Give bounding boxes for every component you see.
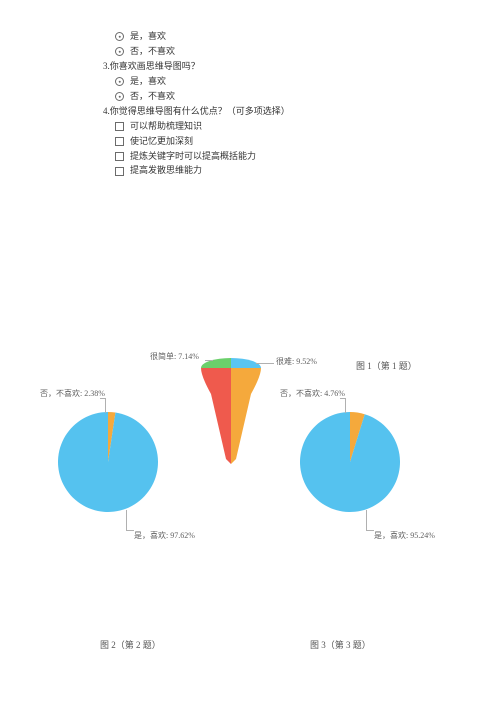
q4-option-b: 使记忆更加深刻 (115, 135, 443, 149)
q3-option-a: 是，喜欢 (115, 75, 443, 89)
q4-option-d: 提高发散思维能力 (115, 164, 443, 178)
fig1-body-left (201, 368, 231, 464)
q4-opt-d-text: 提高发散思维能力 (130, 164, 202, 178)
radio-icon (115, 92, 124, 101)
checkbox-icon (115, 152, 124, 161)
fig3-pie (300, 412, 400, 512)
q4-title: 4.你觉得思维导图有什么优点？（可多项选择） (103, 105, 443, 119)
fig1-left-annot: 很简单: 7.14% (150, 351, 199, 362)
radio-icon (115, 32, 124, 41)
radio-icon (115, 77, 124, 86)
fig2-label: 图 2（第 2 题） (100, 638, 161, 651)
checkbox-icon (115, 137, 124, 146)
q3-opt-b-text: 否，不喜欢 (130, 90, 175, 104)
q3-option-b: 否，不喜欢 (115, 90, 443, 104)
q4-opt-a-text: 可以帮助梳理知识 (130, 120, 202, 134)
fig3-bot-annot: 是，喜欢: 95.24% (374, 530, 435, 541)
q2-option-b: 否，不喜欢 (115, 45, 443, 59)
checkbox-icon (115, 122, 124, 131)
q3-title: 3.你喜欢画思维导图吗？ (103, 60, 443, 74)
fig1-chart (196, 354, 266, 474)
fig2-bot-annot: 是，喜欢: 97.62% (134, 530, 195, 541)
fig2-pie (58, 412, 158, 512)
fig1-body-right (231, 368, 261, 464)
q3-opt-a-text: 是，喜欢 (130, 75, 166, 89)
fig3-top-annot: 否，不喜欢: 4.76% (280, 388, 345, 399)
q4-opt-b-text: 使记忆更加深刻 (130, 135, 193, 149)
pie-slice-yes (300, 412, 400, 512)
q2-opt-b-text: 否，不喜欢 (130, 45, 175, 59)
pie-slice-yes (58, 412, 158, 512)
checkbox-icon (115, 167, 124, 176)
question-block: 是，喜欢 否，不喜欢 3.你喜欢画思维导图吗？ 是，喜欢 否，不喜欢 4.你觉得… (103, 30, 443, 179)
q2-opt-a-text: 是，喜欢 (130, 30, 166, 44)
q4-option-a: 可以帮助梳理知识 (115, 120, 443, 134)
radio-icon (115, 47, 124, 56)
q4-option-c: 提炼关键字时可以提高概括能力 (115, 150, 443, 164)
fig1-right-annot: 很难: 9.52% (276, 356, 317, 367)
fig2-top-annot: 否，不喜欢: 2.38% (40, 388, 105, 399)
fig1-label: 图 1（第 1 题） (356, 359, 417, 372)
q2-option-a: 是，喜欢 (115, 30, 443, 44)
fig3-label: 图 3（第 3 题） (310, 638, 371, 651)
q4-opt-c-text: 提炼关键字时可以提高概括能力 (130, 150, 256, 164)
